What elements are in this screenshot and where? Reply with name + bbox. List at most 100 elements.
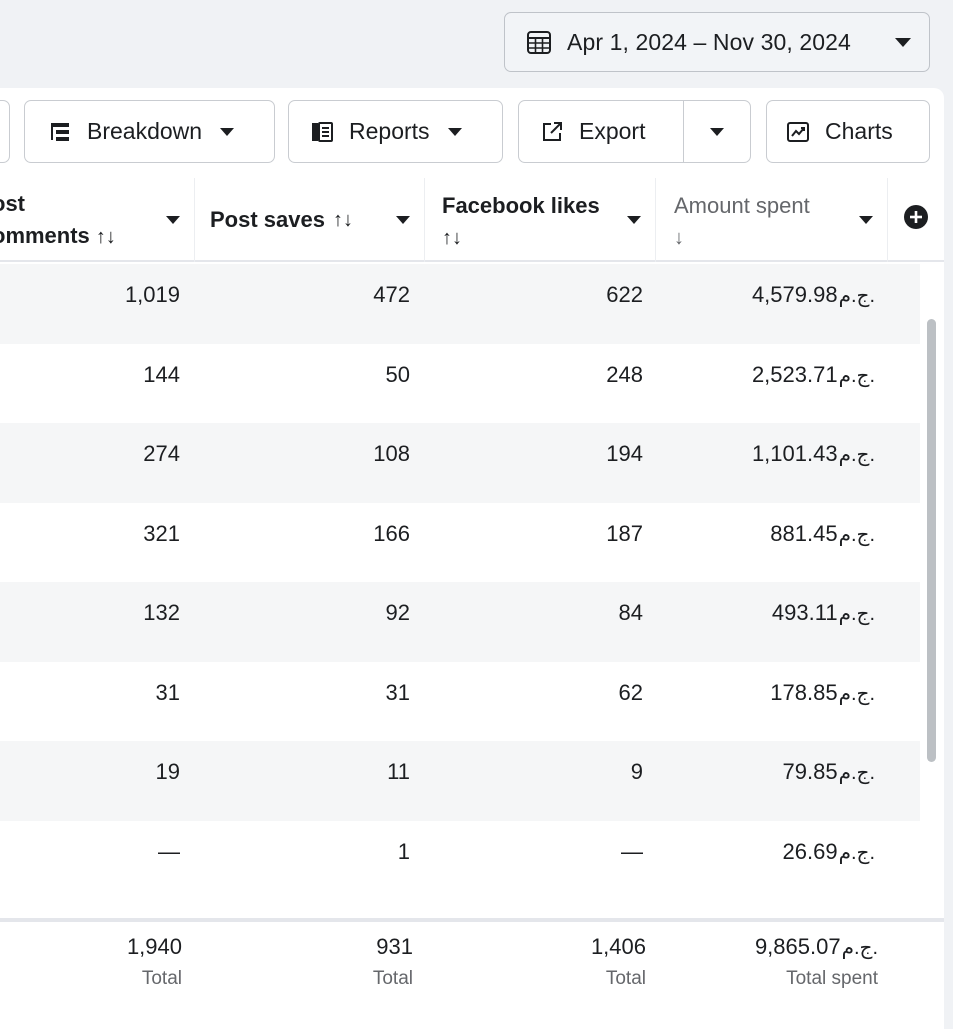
- column-header-post-saves[interactable]: Post saves ↑↓: [195, 178, 425, 262]
- amount-value: 881.45: [770, 520, 838, 546]
- chevron-down-icon: [895, 37, 911, 47]
- cell-post-comments: 144: [143, 361, 180, 387]
- cell-facebook-likes: 194: [606, 441, 643, 466]
- total-label: Total: [605, 968, 646, 989]
- table-row[interactable]: 19 11 9 79.85ج.م.: [0, 741, 920, 821]
- sort-icon[interactable]: ↑↓: [95, 225, 116, 248]
- column-header-facebook-likes[interactable]: Facebook likes ↑↓: [425, 178, 656, 262]
- total-label: Total: [372, 968, 413, 989]
- cell-facebook-likes: 622: [606, 282, 643, 307]
- export-label: Export: [579, 118, 646, 144]
- report-table-panel: Breakdown Reports: [0, 88, 944, 1029]
- cell-post-comments: 274: [143, 441, 180, 466]
- cell-facebook-likes: 9: [630, 759, 643, 784]
- total-facebook-likes: 1,406 Total: [591, 934, 646, 990]
- total-amount-spent: 9,865.07ج.م. Total spent: [755, 934, 878, 990]
- chevron-down-icon[interactable]: [859, 216, 873, 224]
- currency-symbol: ج.م.: [838, 444, 875, 466]
- currency-symbol: ج.م.: [838, 603, 875, 625]
- chevron-down-icon[interactable]: [396, 216, 410, 224]
- cell-facebook-likes: 187: [606, 520, 643, 546]
- chevron-down-icon: [447, 127, 462, 136]
- cell-amount-spent: 1,101.43ج.م.: [752, 441, 875, 467]
- currency-symbol: ج.م.: [838, 285, 875, 307]
- cell-post-saves: 31: [385, 679, 410, 705]
- cell-post-comments: 321: [143, 520, 180, 546]
- sort-icon[interactable]: ↑↓: [332, 208, 353, 231]
- currency-symbol: ج.م.: [841, 937, 878, 959]
- table-row[interactable]: 274 108 194 1,101.43ج.م.: [0, 423, 920, 503]
- cell-amount-spent: 2,523.71ج.م.: [752, 362, 875, 388]
- currency-symbol: ج.م.: [838, 841, 875, 864]
- column-header-label: omments: [0, 222, 90, 248]
- cell-post-saves: 108: [373, 441, 410, 466]
- date-range-picker[interactable]: Apr 1, 2024 – Nov 30, 2024: [504, 12, 930, 72]
- sort-icon[interactable]: ↑↓: [442, 227, 462, 249]
- cell-amount-spent: 79.85ج.م.: [783, 759, 875, 785]
- add-column-button[interactable]: [888, 178, 944, 262]
- reports-button[interactable]: Reports: [288, 100, 503, 163]
- toolbar-button-partial[interactable]: [0, 100, 10, 163]
- currency-symbol: ج.م.: [838, 762, 875, 784]
- vertical-scrollbar[interactable]: [924, 264, 938, 914]
- cell-post-saves: 50: [385, 361, 410, 387]
- column-header-post-comments[interactable]: ost omments ↑↓: [0, 178, 195, 262]
- reports-label: Reports: [349, 118, 430, 144]
- cell-post-saves: 166: [373, 520, 410, 546]
- amount-value: 493.11: [771, 600, 838, 625]
- sort-icon[interactable]: ↓: [674, 227, 684, 249]
- total-post-saves: 931 Total: [373, 934, 413, 990]
- table-row[interactable]: 321 166 187 881.45ج.م.: [0, 503, 920, 583]
- total-value: 1,940: [126, 934, 182, 959]
- line-chart-icon: [785, 119, 811, 145]
- column-header-amount-spent[interactable]: Amount spent ↓: [656, 178, 888, 262]
- table-row[interactable]: 144 50 248 2,523.71ج.م.: [0, 344, 920, 424]
- charts-button[interactable]: Charts: [766, 100, 930, 163]
- calendar-icon: [525, 28, 553, 56]
- table-header: ost omments ↑↓ Post saves ↑↓ Facebook li…: [0, 178, 944, 262]
- column-header-label: ost: [0, 190, 25, 216]
- table-row[interactable]: 31 31 62 178.85ج.م.: [0, 662, 920, 742]
- amount-value: 26.69: [782, 838, 838, 864]
- cell-post-saves: 1: [397, 838, 410, 864]
- total-label: Total spent: [786, 968, 878, 989]
- column-header-label: Facebook likes: [442, 193, 600, 218]
- amount-value: 4,579.98: [751, 282, 838, 307]
- chevron-down-icon[interactable]: [166, 216, 180, 224]
- total-value: 9,865.07: [754, 934, 841, 959]
- cell-facebook-likes: 62: [618, 679, 643, 705]
- total-post-comments: 1,940 Total: [127, 934, 182, 990]
- amount-value: 1,101.43: [751, 441, 838, 466]
- cell-facebook-likes: —: [621, 838, 643, 864]
- currency-symbol: ج.م.: [838, 364, 875, 387]
- currency-symbol: ج.م.: [838, 523, 875, 546]
- reports-icon: [309, 119, 335, 145]
- cell-facebook-likes: 248: [606, 361, 643, 387]
- currency-symbol: ج.م.: [838, 682, 875, 705]
- breakdown-label: Breakdown: [87, 118, 203, 144]
- cell-post-saves: 472: [373, 282, 410, 307]
- totals-row: 1,940 Total 931 Total 1,406 Total 9,865.…: [0, 922, 944, 1029]
- total-value: 1,406: [590, 934, 646, 959]
- cell-post-saves: 11: [387, 759, 410, 784]
- cell-post-comments: 19: [155, 759, 180, 784]
- table-row[interactable]: 132 92 84 493.11ج.م.: [0, 582, 920, 662]
- cell-post-comments: 132: [143, 600, 180, 625]
- cell-amount-spent: 26.69ج.م.: [783, 839, 875, 865]
- export-button[interactable]: Export: [519, 101, 684, 162]
- cell-post-comments: 31: [155, 679, 180, 705]
- table-row[interactable]: — 1 — 26.69ج.م.: [0, 821, 920, 901]
- cell-amount-spent: 178.85ج.م.: [770, 680, 875, 706]
- charts-label: Charts: [825, 118, 893, 144]
- cell-amount-spent: 4,579.98ج.م.: [752, 282, 875, 308]
- export-dropdown-button[interactable]: [684, 101, 750, 162]
- chevron-down-icon[interactable]: [627, 216, 641, 224]
- breakdown-button[interactable]: Breakdown: [24, 100, 275, 163]
- scrollbar-thumb[interactable]: [927, 319, 936, 762]
- total-value: 931: [376, 934, 413, 959]
- column-header-label: Post saves: [210, 207, 325, 232]
- breakdown-icon: [47, 119, 73, 145]
- table-row[interactable]: 1,019 472 622 4,579.98ج.م.: [0, 264, 920, 344]
- cell-amount-spent: 881.45ج.م.: [770, 521, 875, 547]
